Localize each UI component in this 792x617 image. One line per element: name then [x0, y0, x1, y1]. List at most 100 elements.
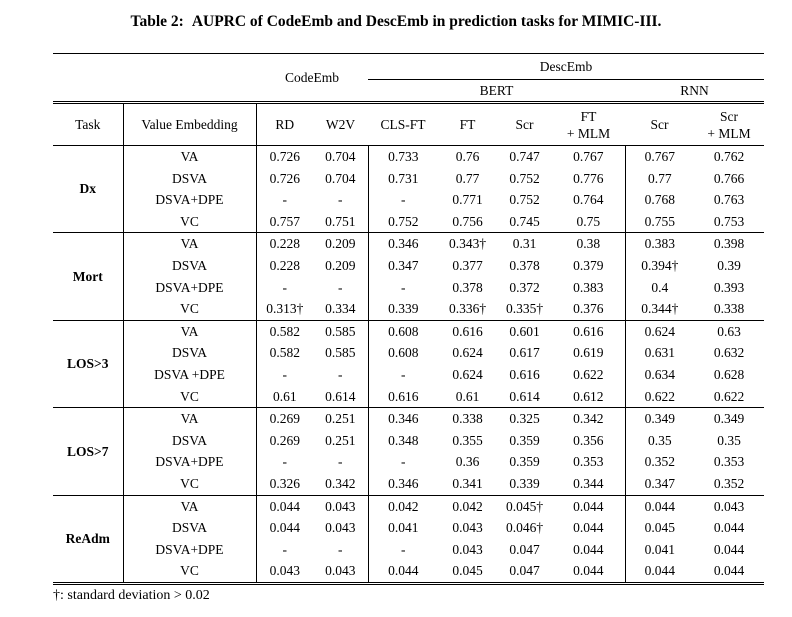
value-cell: - [401, 279, 406, 295]
value-cell: 0.346 [368, 407, 438, 430]
value-cell: 0.731 [388, 170, 419, 186]
col-header-w2v: W2V [313, 102, 368, 146]
value-cell: 0.393 [713, 279, 745, 295]
value-embedding-cell: VA [123, 319, 257, 343]
value-cell: 0.622 [552, 363, 626, 386]
value-cell: - [401, 541, 406, 557]
column-group-codeemb: CodeEmb [256, 53, 368, 104]
value-cell: 0.394† [641, 257, 679, 273]
value-embedding-cell: VC [123, 472, 257, 495]
value-cell: 0.044 [269, 520, 300, 536]
value-cell: 0.61 [455, 388, 480, 404]
value-cell: 0.624 [452, 366, 483, 382]
value-cell: 0.616 [438, 319, 497, 343]
value-embedding-cell: VA [123, 494, 257, 518]
value-cell: 0.764 [552, 189, 626, 211]
value-cell: 0.617 [509, 345, 540, 361]
value-cell: 0.377 [452, 257, 483, 273]
value-cell: 0.771 [452, 192, 483, 208]
value-cell: 0.622 [644, 388, 675, 404]
value-cell: 0.251 [313, 407, 369, 430]
value-cell: - [401, 454, 406, 470]
value-cell: 0.614 [313, 385, 369, 408]
value-cell: 0.344† [641, 301, 679, 317]
value-cell: 0.624 [452, 345, 483, 361]
value-cell: 0.044 [368, 560, 438, 585]
value-cell: 0.043 [313, 517, 369, 539]
task-cell: LOS>7 [53, 407, 124, 495]
group-header-row-2: BERT RNN [53, 79, 765, 104]
value-cell: 0.776 [552, 167, 626, 190]
results-table: CodeEmb DescEmb BERT RNN Task Value Embe… [53, 53, 765, 585]
value-cell: 0.349 [694, 407, 765, 430]
table-row: Dx VA 0.726 0.704 0.733 0.76 0.747 0.767 0.767 0.… [53, 144, 765, 233]
table-row: DSVA 0.582 0.585 0.608 0.624 0.617 0.619 0.631 0… [53, 342, 764, 364]
value-cell: 0.608 [368, 319, 438, 343]
group-header-row-1: CodeEmb DescEmb [53, 53, 765, 104]
value-cell: 0.044 [694, 560, 765, 585]
value-embedding-cell: VA [123, 407, 257, 430]
value-embedding-cell: DSVA [123, 429, 257, 452]
table-body: Dx VA 0.726 0.704 0.733 0.76 0.747 0.767 0.767 0.… [53, 144, 765, 585]
value-cell: 0.378 [509, 257, 540, 273]
col-header-ft: FT [438, 102, 497, 146]
value-embedding-cell: DSVA [123, 167, 257, 190]
task-cell: ReAdm [53, 494, 124, 584]
table-row: VC 0.757 0.751 0.752 0.756 0.745 0.75 0.755 0.75… [53, 210, 764, 233]
value-cell: 0.313† [266, 301, 304, 317]
value-cell: 0.045 [644, 520, 675, 536]
value-embedding-cell: VA [123, 232, 257, 255]
value-cell: 0.756 [452, 213, 483, 229]
value-cell: 0.35 [717, 432, 741, 448]
value-cell: - [313, 451, 369, 473]
value-cell: - [313, 276, 369, 299]
value-cell: 0.76 [438, 144, 497, 168]
value-cell: 0.209 [313, 254, 369, 277]
value-cell: 0.77 [647, 170, 672, 186]
value-cell: 0.752 [388, 213, 419, 229]
value-cell: 0.631 [644, 345, 675, 361]
value-cell: 0.043 [694, 494, 765, 518]
col-header-cls-ft: CLS-FT [368, 102, 438, 146]
value-cell: 0.344 [552, 472, 626, 495]
value-cell: 0.043 [313, 560, 369, 585]
value-cell: 0.36 [455, 454, 480, 470]
table-row: DSVA 0.044 0.043 0.041 0.043 0.046† 0.044 0.045… [53, 517, 764, 539]
value-cell: 0.753 [713, 213, 745, 229]
table-row: ReAdm VA 0.044 0.043 0.042 0.042 0.045† 0.044 0.… [53, 494, 765, 584]
group-header-spacer [53, 54, 256, 80]
column-group-rnn: RNN [625, 79, 765, 104]
table-row: DSVA 0.726 0.704 0.731 0.77 0.752 0.776 0.77 0.7… [53, 167, 764, 190]
value-embedding-cell: VC [123, 210, 257, 233]
value-cell: 0.355 [452, 432, 483, 448]
value-cell: 0.251 [313, 429, 369, 452]
table-caption-text: AUPRC of CodeEmb and DescEmb in predicti… [191, 13, 662, 30]
value-cell: 0.044 [256, 494, 313, 518]
value-cell: 0.359 [509, 454, 540, 470]
value-cell: 0.726 [256, 144, 313, 168]
value-cell: 0.35 [647, 432, 672, 448]
value-cell: 0.378 [452, 279, 483, 295]
value-cell: 0.31 [497, 232, 552, 255]
value-cell: 0.043 [452, 541, 483, 557]
value-cell: 0.353 [713, 454, 745, 470]
column-group-bert: BERT [368, 79, 625, 104]
col-header-scr-mlm: Scr + MLM [694, 102, 765, 146]
value-cell: - [401, 192, 406, 208]
value-cell: 0.044 [552, 517, 626, 539]
value-cell: 0.632 [713, 345, 745, 361]
table-row: VC 0.043 0.043 0.044 0.045 0.047 0.044 0.044 0.0… [53, 560, 765, 585]
value-embedding-cell: DSVA [123, 517, 257, 539]
table-caption-number: Table 2: [130, 13, 184, 30]
value-cell: 0.347 [644, 475, 675, 491]
value-embedding-cell: DSVA +DPE [123, 363, 257, 386]
value-cell: 0.209 [313, 232, 369, 255]
value-cell: 0.336† [448, 301, 487, 317]
value-cell: 0.339 [509, 475, 540, 491]
value-cell: 0.612 [552, 385, 626, 408]
value-cell: 0.045† [497, 494, 552, 518]
value-cell: 0.341 [452, 475, 483, 491]
value-cell: 0.766 [713, 170, 745, 186]
value-cell: 0.38 [552, 232, 626, 255]
value-cell: 0.75 [552, 210, 626, 233]
